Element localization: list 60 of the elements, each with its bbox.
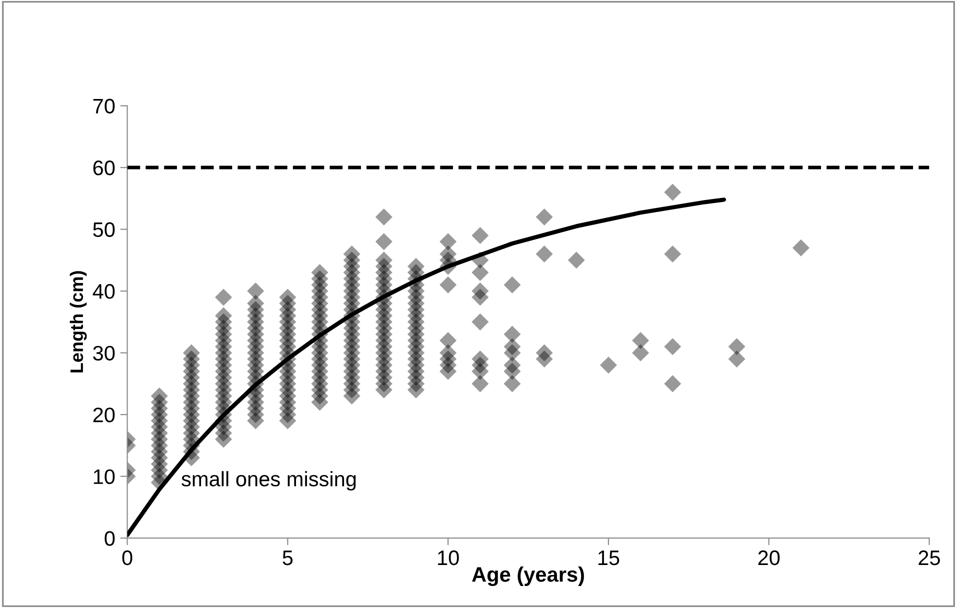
point — [472, 375, 489, 392]
y-tick-label: 60 — [93, 160, 115, 176]
point — [247, 282, 264, 300]
x-tick-label: 15 — [598, 550, 620, 566]
point — [247, 294, 264, 312]
point — [536, 246, 553, 263]
point — [600, 356, 617, 374]
point — [407, 258, 424, 275]
point — [536, 208, 553, 226]
y-tick-label: 70 — [93, 98, 115, 114]
point — [504, 326, 521, 343]
y-tick-label: 20 — [93, 408, 115, 422]
point — [215, 288, 232, 306]
point — [664, 338, 682, 356]
x-tick-label: 10 — [438, 550, 459, 566]
x-tick-label: 5 — [282, 550, 293, 566]
point — [728, 350, 746, 368]
point — [664, 184, 682, 201]
point — [504, 362, 521, 380]
point — [150, 388, 168, 405]
point — [375, 208, 392, 226]
point — [440, 362, 457, 380]
y-tick-label: 40 — [92, 284, 115, 299]
point — [568, 252, 585, 269]
point — [472, 362, 489, 380]
point — [472, 288, 489, 306]
point — [375, 233, 392, 250]
point — [632, 332, 650, 349]
point — [664, 375, 682, 392]
point — [182, 344, 200, 362]
point — [728, 338, 746, 356]
point — [504, 375, 521, 392]
point — [440, 332, 457, 349]
y-tick-label: 50 — [93, 222, 115, 238]
point — [536, 350, 553, 368]
point — [472, 264, 489, 282]
line-series — [127, 198, 726, 538]
point — [440, 233, 457, 250]
point — [472, 313, 489, 330]
point — [472, 226, 489, 244]
y-tick-label: 30 — [93, 346, 115, 361]
x-axis-title: Age (years) — [472, 566, 584, 586]
x-tick-label: 0 — [122, 550, 132, 566]
point — [440, 276, 457, 294]
x-tick-label: 20 — [758, 550, 780, 566]
point — [311, 264, 328, 282]
x-tick-label: 25 — [918, 550, 940, 566]
point — [504, 276, 521, 294]
point — [664, 246, 682, 263]
annotation: small ones missing — [182, 471, 356, 491]
y-axis-title: Length (cm) — [70, 271, 87, 372]
point — [792, 239, 810, 256]
y-tick-label: 10 — [94, 469, 115, 484]
y-tick-label: 0 — [104, 531, 115, 546]
point — [504, 344, 521, 362]
point — [632, 344, 650, 362]
point — [375, 252, 392, 269]
point — [343, 246, 360, 263]
point — [215, 307, 232, 324]
point — [279, 288, 296, 306]
